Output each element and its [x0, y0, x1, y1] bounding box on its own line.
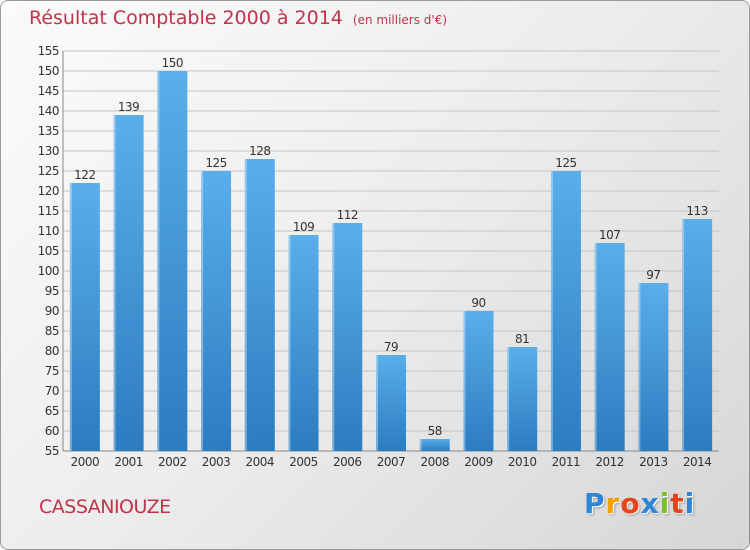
bar-highlight — [201, 171, 204, 451]
x-tick-label: 2007 — [377, 455, 406, 469]
bar-2004 — [244, 159, 275, 451]
x-tick-label: 2008 — [420, 455, 449, 469]
bar-2007 — [376, 355, 406, 451]
x-tick-label: 2003 — [202, 455, 231, 469]
value-label: 150 — [162, 56, 183, 70]
x-tick-label: 2002 — [158, 455, 187, 469]
value-label: 125 — [205, 156, 226, 170]
value-label: 125 — [555, 156, 576, 170]
y-tick-label: 65 — [45, 404, 59, 418]
logo-letter: i — [684, 487, 696, 520]
bar-2000 — [69, 183, 100, 451]
y-tick-label: 155 — [38, 44, 59, 58]
bar-2009 — [463, 311, 494, 451]
x-tick-label: 2001 — [114, 455, 143, 469]
x-tick-label: 2006 — [333, 455, 362, 469]
y-tick-label: 150 — [38, 64, 59, 78]
x-tick-label: 2000 — [71, 455, 100, 469]
y-tick-label: 110 — [38, 224, 59, 238]
bar-highlight — [288, 235, 291, 451]
x-tick-label: 2009 — [464, 455, 493, 469]
value-label: 112 — [337, 208, 358, 222]
logo-letter: i — [659, 487, 671, 520]
bar-2001 — [113, 115, 144, 451]
y-tick-label: 120 — [38, 184, 59, 198]
y-tick-label: 125 — [38, 164, 59, 178]
x-tick-label: 2005 — [289, 455, 318, 469]
value-label: 109 — [293, 220, 314, 234]
y-tick-label: 135 — [38, 124, 59, 138]
proxiti-logo: Proxiti — [584, 487, 695, 520]
bar-2002 — [157, 71, 188, 451]
chart-subtitle: (en milliers d'€) — [352, 13, 448, 27]
bar-2010 — [507, 347, 538, 451]
bar-2014 — [682, 219, 713, 451]
y-tick-label: 90 — [45, 304, 59, 318]
logo-letter: P — [584, 487, 606, 520]
bar-highlight — [69, 183, 72, 451]
bar-2008 — [419, 439, 450, 451]
bar-highlight — [157, 71, 160, 451]
bar-highlight — [419, 439, 422, 451]
bar-2013 — [638, 283, 669, 451]
x-tick-label: 2013 — [639, 455, 668, 469]
logo-letter: x — [640, 487, 660, 520]
x-tick-label: 2011 — [552, 455, 581, 469]
bar-2011 — [550, 171, 581, 451]
value-label: 107 — [599, 228, 620, 242]
y-tick-label: 70 — [45, 384, 59, 398]
y-tick-label: 145 — [38, 84, 59, 98]
x-tick-label: 2014 — [683, 455, 712, 469]
y-tick-label: 100 — [38, 264, 59, 278]
y-tick-label: 60 — [45, 424, 59, 438]
y-tick-label: 75 — [45, 364, 59, 378]
chart-title: Résultat Comptable 2000 à 2014 (en millie… — [29, 7, 447, 29]
y-tick-label: 80 — [45, 344, 59, 358]
x-tick-label: 2010 — [508, 455, 537, 469]
bar-2006 — [332, 223, 363, 451]
y-tick-label: 115 — [38, 204, 59, 218]
y-tick-label: 130 — [38, 144, 59, 158]
y-tick-label: 140 — [38, 104, 59, 118]
x-tick-label: 2012 — [595, 455, 624, 469]
value-label: 139 — [118, 100, 139, 114]
bar-highlight — [113, 115, 116, 451]
value-label: 90 — [471, 296, 485, 310]
y-tick-label: 85 — [45, 324, 59, 338]
x-tick-label: 2004 — [246, 455, 275, 469]
value-label: 122 — [74, 168, 95, 182]
value-label: 58 — [428, 424, 442, 438]
bar-highlight — [550, 171, 553, 451]
city-name: CASSANIOUZE — [39, 496, 171, 518]
y-tick-label: 55 — [45, 444, 59, 458]
value-label: 113 — [686, 204, 707, 218]
bar-highlight — [594, 243, 597, 451]
bar-highlight — [638, 283, 641, 451]
value-label: 128 — [249, 144, 270, 158]
bar-2003 — [201, 171, 232, 451]
bar-highlight — [332, 223, 335, 451]
bar-highlight — [463, 311, 466, 451]
logo-letter: o — [620, 487, 641, 520]
bar-2012 — [594, 243, 625, 451]
y-tick-label: 95 — [45, 284, 59, 298]
y-tick-label: 105 — [38, 244, 59, 258]
bar-2005 — [288, 235, 319, 451]
title-text: Résultat Comptable 2000 à 2014 — [29, 7, 343, 29]
value-label: 79 — [384, 340, 398, 354]
bar-highlight — [376, 355, 378, 451]
logo-letter: t — [670, 487, 685, 520]
bar-highlight — [682, 219, 685, 451]
value-label: 81 — [515, 332, 529, 346]
logo-letter: r — [605, 487, 621, 520]
bar-highlight — [244, 159, 247, 451]
value-label: 97 — [646, 268, 660, 282]
bar-highlight — [507, 347, 510, 451]
